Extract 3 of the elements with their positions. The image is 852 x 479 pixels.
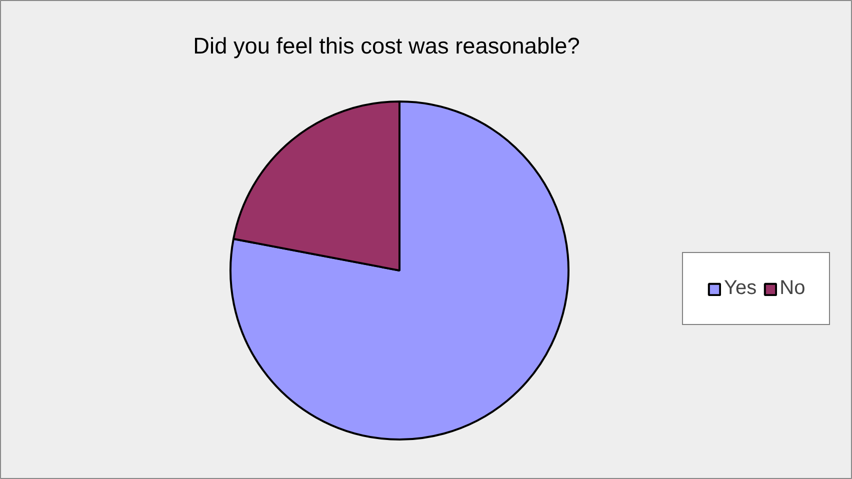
legend-label: Yes <box>724 277 757 300</box>
chart-title: Did you feel this cost was reasonable? <box>193 32 580 58</box>
legend-label: No <box>780 277 806 300</box>
